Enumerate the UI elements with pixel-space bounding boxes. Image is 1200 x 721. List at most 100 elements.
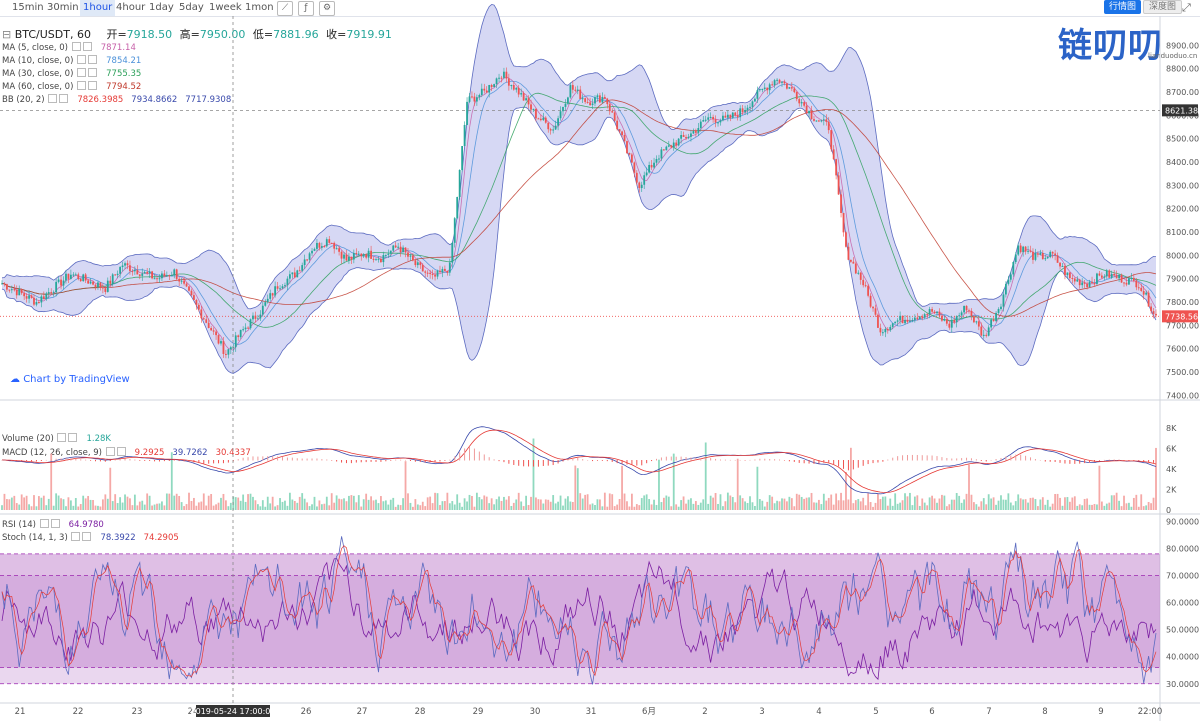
legend-bb: BB (20, 2) 7826.3985 7934.8662 7717.9308	[2, 94, 231, 105]
settings-icon[interactable]	[116, 447, 126, 456]
volume-tick-label: 4K	[1166, 465, 1177, 474]
visibility-icon[interactable]	[77, 55, 87, 64]
candle-body	[478, 94, 481, 98]
macd-histogram-bar	[1034, 459, 1036, 461]
visibility-icon[interactable]	[77, 68, 87, 77]
volume-bar	[74, 498, 77, 510]
macd-histogram-bar	[710, 458, 712, 461]
candle-body	[822, 119, 825, 121]
volume-bar	[156, 503, 158, 510]
candle-body	[399, 246, 402, 253]
tradingview-watermark[interactable]: ☁ Chart by TradingView	[10, 374, 130, 385]
volume-bar	[712, 497, 715, 510]
interval-1hour[interactable]: 1hour	[80, 0, 116, 16]
volume-bar	[503, 496, 505, 510]
macd-histogram-bar	[1138, 460, 1140, 462]
visibility-icon[interactable]	[77, 81, 87, 90]
candle-body	[628, 153, 631, 155]
tab-market-chart[interactable]: 行情图	[1104, 0, 1142, 14]
macd-histogram-bar	[434, 460, 436, 463]
volume-bar	[709, 495, 712, 510]
interval-15min[interactable]: 15min	[12, 2, 44, 13]
candle-body	[188, 286, 190, 291]
macd-histogram-bar	[390, 460, 392, 461]
visibility-icon[interactable]	[71, 532, 81, 541]
macd-histogram-bar	[719, 459, 721, 461]
candle-body	[18, 289, 21, 296]
candle-body	[291, 272, 294, 275]
visibility-icon[interactable]	[57, 433, 67, 442]
volume-bar	[766, 501, 769, 510]
settings-icon[interactable]	[82, 42, 92, 51]
candle-body	[466, 101, 468, 125]
candle-body	[131, 271, 134, 273]
interval-1mon[interactable]: 1mon	[245, 2, 274, 13]
candle-body	[980, 326, 983, 336]
settings-icon[interactable]	[59, 94, 69, 103]
tab-depth-chart[interactable]: 深度图	[1143, 0, 1183, 14]
volume-bar	[350, 495, 353, 510]
candle-body	[389, 250, 392, 254]
settings-icon[interactable]	[50, 519, 60, 528]
volume-bar	[402, 498, 404, 510]
rsi-tick-label: 90.0000	[1166, 517, 1199, 526]
settings-icon[interactable]	[88, 81, 98, 90]
candle-body	[458, 169, 461, 198]
volume-bar	[382, 501, 385, 510]
volume-bar	[335, 495, 338, 510]
candle-body	[768, 84, 771, 91]
interval-1week[interactable]: 1week	[209, 2, 242, 13]
macd-histogram-bar	[316, 458, 318, 461]
visibility-icon[interactable]	[39, 519, 49, 528]
volume-bar	[717, 503, 719, 510]
visibility-icon[interactable]	[71, 42, 81, 51]
macd-histogram-bar	[483, 454, 485, 461]
volume-bar	[626, 501, 628, 510]
candle-body	[864, 285, 867, 287]
macd-signal-value: 30.4337	[215, 448, 251, 458]
macd-histogram-bar	[587, 459, 589, 461]
volume-bar	[210, 494, 213, 510]
candle-body	[382, 255, 385, 263]
settings-gear-icon[interactable]: ⚙	[319, 1, 335, 16]
interval-30min[interactable]: 30min	[47, 2, 79, 13]
settings-icon[interactable]	[88, 55, 98, 64]
volume-bar	[45, 505, 48, 510]
macd-histogram-bar	[1039, 459, 1041, 461]
macd-histogram-bar	[198, 460, 200, 464]
candle-body	[426, 272, 429, 274]
volume-bar	[1150, 503, 1152, 510]
settings-icon[interactable]	[68, 433, 78, 442]
settings-icon[interactable]	[88, 68, 98, 77]
candle-body	[697, 128, 700, 133]
interval-5day[interactable]: 5day	[179, 2, 204, 13]
volume-bar	[1027, 502, 1029, 510]
visibility-icon[interactable]	[105, 447, 115, 456]
volume-bar	[244, 501, 247, 510]
visibility-icon[interactable]	[48, 94, 58, 103]
candle-body	[1009, 274, 1012, 280]
interval-4hour[interactable]: 4hour	[116, 2, 146, 13]
macd-histogram-bar	[700, 457, 702, 461]
volume-bar	[768, 495, 771, 510]
settings-icon[interactable]	[82, 532, 92, 541]
volume-bar	[586, 494, 589, 510]
fullscreen-icon[interactable]: ⤢	[1182, 1, 1191, 14]
candle-body	[736, 115, 739, 118]
macd-histogram-bar	[247, 457, 249, 461]
candle-body	[825, 119, 828, 122]
interval-1day[interactable]: 1day	[149, 2, 174, 13]
candle-body	[1120, 274, 1123, 283]
rsi-label: RSI (14)	[2, 520, 36, 530]
draw-tool-icon[interactable]: ⟋	[277, 1, 293, 16]
volume-bar	[653, 499, 655, 510]
candle-body	[237, 335, 240, 338]
indicator-icon[interactable]: ƒ	[298, 1, 314, 16]
candle-body	[805, 105, 808, 114]
volume-bar	[1140, 494, 1143, 510]
candle-body	[200, 309, 203, 319]
volume-bar	[389, 499, 392, 510]
candle-body	[571, 85, 574, 90]
collapse-icon[interactable]: ⊟	[2, 28, 12, 41]
